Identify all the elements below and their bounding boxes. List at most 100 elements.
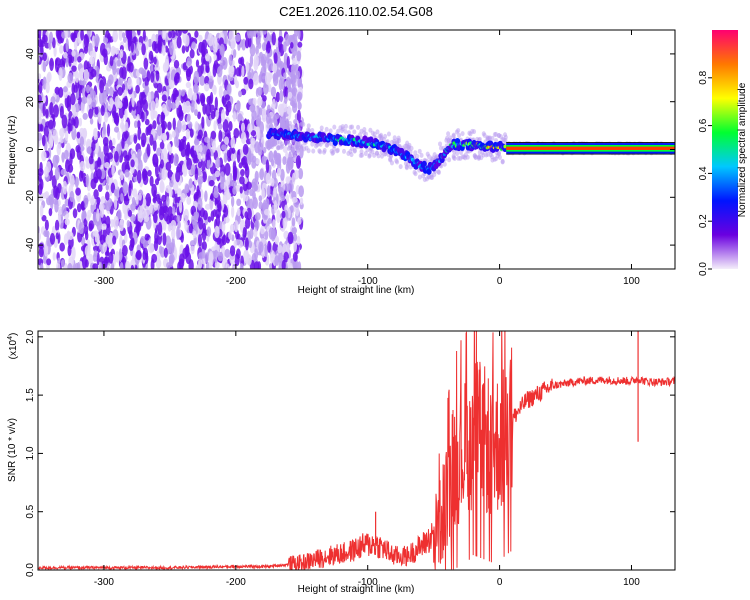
spectrogram-noise-blob <box>100 105 105 116</box>
spectrogram-noise-blob <box>115 47 120 55</box>
signal-halo-point <box>389 160 394 166</box>
spectrogram-noise-blob <box>247 123 253 133</box>
spectrogram-noise-blob <box>287 83 292 95</box>
spectrogram-noise-blob <box>201 116 205 129</box>
spectrogram-noise-blob <box>102 136 109 147</box>
spectrogram-noise-blob <box>216 199 222 211</box>
spectrogram-noise-blob <box>64 130 69 141</box>
spectrogram-noise-blob <box>259 168 265 181</box>
spectrogram-noise-blob <box>38 246 44 258</box>
spectrogram-noise-blob <box>123 95 128 108</box>
spectrogram-noise-blob <box>112 137 116 146</box>
spectrogram-noise-blob <box>215 157 221 169</box>
spectrogram-noise-blob <box>168 187 173 197</box>
spectrogram-noise-blob <box>79 160 86 172</box>
spectrogram-noise-blob <box>123 195 130 206</box>
spectrogram-noise-blob <box>130 264 135 269</box>
spectrogram-noise-blob <box>101 223 107 230</box>
spectrogram-noise-blob <box>29 114 33 126</box>
spectrogram-noise-blob <box>138 67 145 74</box>
spectrogram-noise-blob <box>186 56 193 66</box>
signal-halo-point <box>343 123 348 129</box>
spectrogram-noise-blob <box>211 140 217 153</box>
signal-halo-point <box>349 152 354 158</box>
spectrogram-noise-blob <box>25 261 29 269</box>
spectrogram-noise-blob <box>118 30 123 41</box>
spectrogram-noise-blob <box>252 196 258 210</box>
spectrogram-noise-blob <box>159 141 165 150</box>
spectrogram-noise-blob <box>103 256 108 269</box>
spectrogram-noise-blob <box>200 63 204 74</box>
spectrogram-noise-blob <box>38 108 42 120</box>
spectrogram-noise-blob <box>23 64 29 76</box>
signal-halo-point <box>306 148 311 154</box>
spectrogram-noise-blob <box>194 121 199 131</box>
spectrogram-noise-blob <box>212 209 217 218</box>
spectrogram-noise-blob <box>141 168 148 182</box>
spectrogram-noise-blob <box>165 196 170 207</box>
spectrogram-noise-blob <box>256 126 261 141</box>
signal-halo-point <box>465 154 470 160</box>
spectrogram-noise-blob <box>264 244 268 258</box>
spectrogram-noise-blob <box>110 182 116 194</box>
spectrogram-noise-blob <box>46 258 52 266</box>
spectrogram-noise-blob <box>202 222 207 234</box>
spectrogram-noise-blob <box>176 119 182 133</box>
spectrogram-noise-blob <box>274 255 280 267</box>
spectrogram-noise-blob <box>233 75 238 86</box>
spectrogram-noise-blob <box>61 114 68 129</box>
spectrogram-noise-blob <box>73 84 78 93</box>
spectrogram-noise-blob <box>206 158 211 170</box>
spectrogram-noise-blob <box>184 34 190 47</box>
spectrogram-noise-blob <box>79 136 85 147</box>
spectrogram-noise-blob <box>152 120 157 130</box>
colorbar-gradient <box>712 30 738 269</box>
spectrogram-noise-blob <box>46 235 50 247</box>
spectrogram-noise-blob <box>121 32 126 39</box>
signal-halo-point <box>363 131 368 137</box>
spectrogram-noise-blob <box>113 126 120 133</box>
spectrogram-noise-blob <box>210 130 217 140</box>
figure-title: C2E1.2026.110.02.54.G08 <box>279 4 433 19</box>
signal-halo-point <box>389 153 394 159</box>
spectrogram-noise-blob <box>152 139 157 152</box>
spectrogram-noise-blob <box>45 108 49 119</box>
spectrogram-noise-blob <box>215 109 219 120</box>
spectrogram-noise-blob <box>191 41 196 49</box>
spectrogram-noise-blob <box>77 56 82 63</box>
spectrogram-noise-blob <box>242 227 247 241</box>
spectrogram-noise-blob <box>190 245 195 255</box>
spectrogram-noise-blob <box>144 118 150 126</box>
spectrogram-noise-blob <box>187 87 193 101</box>
snr-y-scale-label: (x104) <box>7 333 19 360</box>
spectrogram-noise-blob <box>142 99 149 112</box>
spectrogram-noise-blob <box>161 167 167 181</box>
spectrogram-noise-blob <box>226 149 231 159</box>
signal-halo-point <box>413 150 418 156</box>
spectrogram-noise-blob <box>67 163 74 173</box>
spectrogram-noise-blob <box>59 105 64 119</box>
spectrogram-noise-blob <box>297 41 303 48</box>
spectrogram-noise-blob <box>41 34 48 44</box>
spectrogram-noise-blob <box>123 89 128 97</box>
signal-halo-point <box>297 127 302 133</box>
spectrogram-noise-blob <box>196 98 201 105</box>
spectrogram-noise-blob <box>297 101 302 110</box>
spectrogram-noise-blob <box>185 251 192 265</box>
spectrogram-noise-blob <box>33 162 37 173</box>
spectrogram-noise-blob <box>240 169 245 177</box>
spectrogram-noise-blob <box>136 42 143 51</box>
signal-halo-point <box>269 144 274 150</box>
spectrogram-noise-blob <box>291 226 298 235</box>
spectrogram-noise-blob <box>213 85 217 96</box>
spectrogram-noise-blob <box>83 224 89 235</box>
spectrogram-noise-blob <box>29 35 33 46</box>
signal-halo-point <box>324 126 329 132</box>
spectrogram-noise-blob <box>189 128 194 138</box>
spectrogram-noise-blob <box>31 78 35 90</box>
spectrogram-noise-blob <box>241 65 245 78</box>
y-tick-label: 0 <box>25 146 36 152</box>
signal-halo-point <box>328 128 333 134</box>
spectrogram-noise-blob <box>134 157 139 168</box>
spectrogram-noise-blob <box>33 85 37 91</box>
